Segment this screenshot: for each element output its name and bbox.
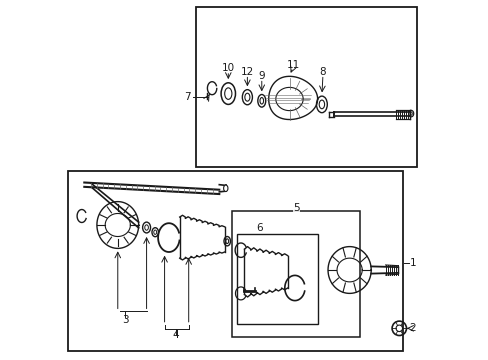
Text: 3: 3 [122, 315, 128, 325]
Text: 10: 10 [221, 63, 234, 73]
Text: 4: 4 [172, 330, 179, 340]
Bar [231, 211, 359, 337]
Text: 6: 6 [256, 222, 263, 233]
Text: 5: 5 [293, 203, 300, 213]
Ellipse shape [223, 185, 227, 192]
Bar [196, 7, 416, 167]
Text: 1: 1 [408, 258, 415, 268]
Text: 7: 7 [183, 92, 190, 102]
Text: 11: 11 [286, 60, 299, 70]
Text: 2: 2 [408, 323, 415, 333]
Bar [236, 234, 317, 324]
Text: 9: 9 [258, 71, 264, 81]
Bar [68, 171, 402, 351]
Text: 8: 8 [319, 67, 325, 77]
Text: 12: 12 [240, 67, 253, 77]
